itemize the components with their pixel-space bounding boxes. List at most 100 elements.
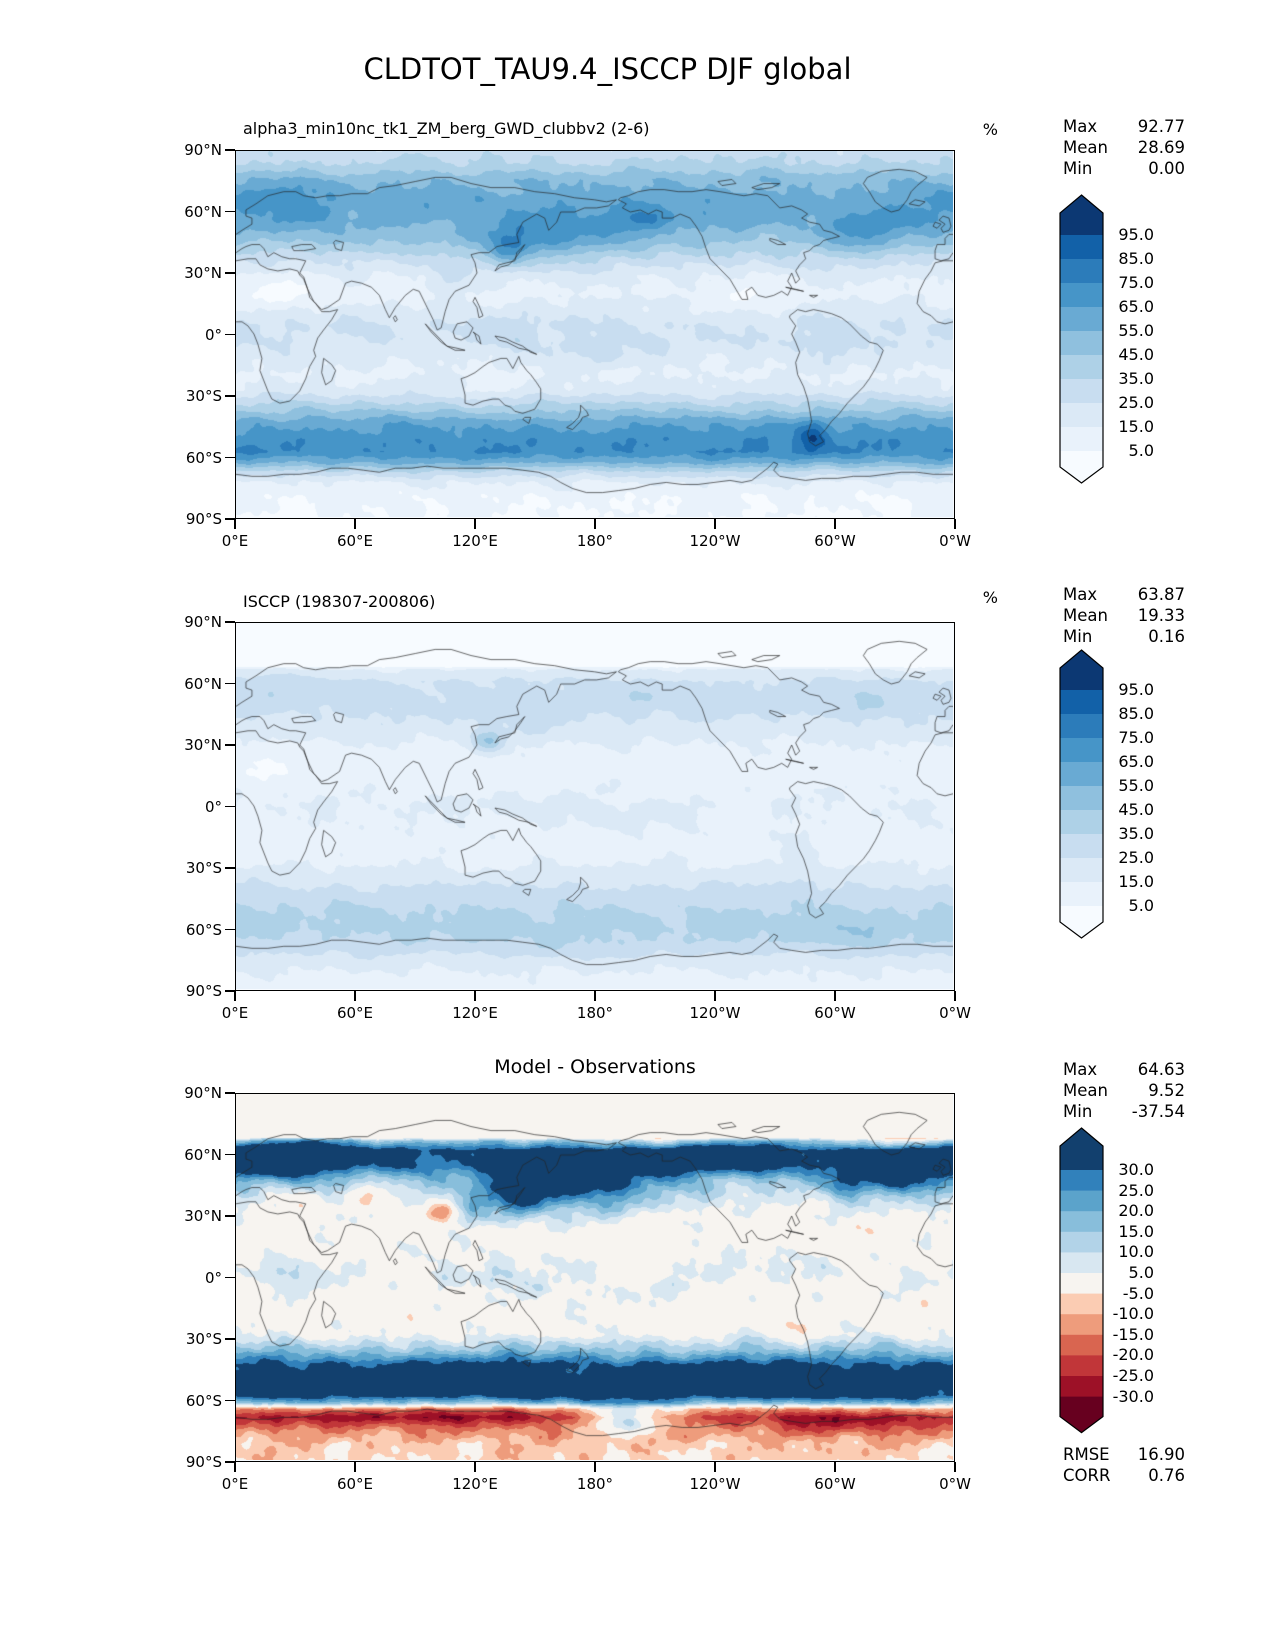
colorbar-label: -15.0 [1112,1324,1154,1344]
lat-tick-label: 30°N [184,264,222,282]
colorbar-label: 85.0 [1118,704,1154,723]
lat-tick [225,395,235,397]
stat-label: Max [1063,585,1098,604]
lat-tick [225,990,235,992]
lon-tick [834,991,836,1001]
colorbar-label: -30.0 [1112,1386,1154,1406]
lon-tick [594,991,596,1001]
lat-tick-label: 90°S [185,510,222,528]
lon-tick-label: 120°E [452,532,498,550]
lat-tick [225,518,235,520]
panel-title-difference: Model - Observations [494,1056,696,1078]
colorbar-label: 15.0 [1118,1221,1154,1241]
lon-tick [954,991,956,1001]
stat-value: 0.00 [1148,159,1185,178]
lon-tick [834,1462,836,1472]
lat-tick-label: 90°S [185,982,222,1000]
lon-tick [714,991,716,1001]
lat-tick-label: 0° [204,1268,222,1287]
lat-tick [225,210,235,213]
map-canvas-observations [236,623,953,989]
lat-tick [225,682,235,685]
stat-label: Mean [1063,1081,1108,1100]
map-canvas-difference [236,1094,953,1460]
stat-label: Mean [1063,606,1108,625]
stat-value: 64.63 [1137,1060,1185,1079]
lat-tick [225,867,235,869]
lat-tick-label: 30°S [185,859,222,877]
lon-tick-label: 120°E [452,1475,498,1493]
lat-tick [225,456,235,459]
lat-tick-label: 60°S [185,448,222,467]
colorbar-label: 15.0 [1118,417,1154,436]
lon-tick-label: 60°W [814,1475,856,1493]
colorbar-label: -20.0 [1112,1345,1154,1365]
colorbar-label: 35.0 [1118,369,1154,388]
lon-tick-label: 0°W [939,1004,971,1022]
colorbar [1059,1127,1104,1434]
colorbar-label: 45.0 [1118,800,1154,819]
lat-tick-label: 0° [204,325,222,344]
colorbar-label: 5.0 [1128,1263,1154,1282]
map-canvas-model [236,151,953,517]
stat-row: Mean 9.52 [1063,1080,1185,1101]
lon-tick-label: 0°E [221,1475,249,1493]
units-label-observations: % [982,588,998,607]
stat-value: 28.69 [1137,138,1185,157]
colorbar-label: 75.0 [1118,728,1154,747]
lon-tick [714,519,716,529]
lon-tick-label: 180° [576,1475,614,1493]
lat-tick [225,149,235,151]
stat-label: Max [1063,1060,1098,1079]
lon-tick-label: 120°W [689,1475,741,1493]
stat-value: 0.16 [1148,627,1185,646]
colorbar-label: 65.0 [1118,297,1154,316]
lon-tick-label: 120°E [452,1004,498,1022]
stat-row: Min 0.16 [1063,626,1185,647]
lon-tick [594,1462,596,1472]
stat-label: Min [1063,1102,1093,1121]
stat-row: Max 64.63 [1063,1059,1185,1080]
stat-row: Min 0.00 [1063,158,1185,179]
colorbar-label: 25.0 [1118,393,1154,412]
lon-tick [234,519,236,529]
map-panel-difference [235,1093,955,1462]
lat-tick [225,1276,235,1279]
colorbar-label: 25.0 [1118,848,1154,867]
stat-label: Mean [1063,138,1108,157]
lon-tick-label: 0°E [221,1004,249,1022]
stats-block-difference: Max 64.63 Mean 9.52 Min -37.54 [1063,1059,1185,1122]
lat-tick [225,1461,235,1463]
lon-tick [954,519,956,529]
colorbar-label: -5.0 [1122,1283,1154,1303]
colorbar-label: 55.0 [1118,776,1154,795]
stat-value: -37.54 [1131,1102,1185,1121]
lat-tick [225,1215,235,1217]
colorbar-label: 15.0 [1118,872,1154,891]
lon-tick-label: 60°W [814,532,856,550]
lon-tick-label: 60°W [814,1004,856,1022]
lat-tick [225,744,235,746]
lon-tick [474,519,476,529]
lon-tick-label: 180° [576,1004,614,1022]
colorbar-label: 75.0 [1118,273,1154,292]
stat-value: 9.52 [1148,1081,1185,1100]
lat-tick-label: 60°N [184,1145,222,1164]
stats-block-model: Max 92.77 Mean 28.69 Min 0.00 [1063,116,1185,179]
lon-tick-label: 60°E [336,1475,374,1493]
colorbar-label: 85.0 [1118,249,1154,268]
stat-value: 63.87 [1137,585,1185,604]
colorbar-label: 95.0 [1118,225,1154,244]
lon-tick [354,519,356,529]
stat-value: 19.33 [1137,606,1185,625]
lon-tick-label: 120°W [689,1004,741,1022]
colorbar-label: 5.0 [1128,441,1154,460]
lon-tick-label: 120°W [689,532,741,550]
colorbar-label: 30.0 [1118,1160,1154,1179]
lat-tick-label: 90°S [185,1453,222,1471]
stat-row: Mean 19.33 [1063,605,1185,626]
lat-tick-label: 60°N [184,202,222,221]
stat-label: Min [1063,627,1093,646]
lon-tick [954,1462,956,1472]
colorbar-label: 25.0 [1118,1180,1154,1200]
